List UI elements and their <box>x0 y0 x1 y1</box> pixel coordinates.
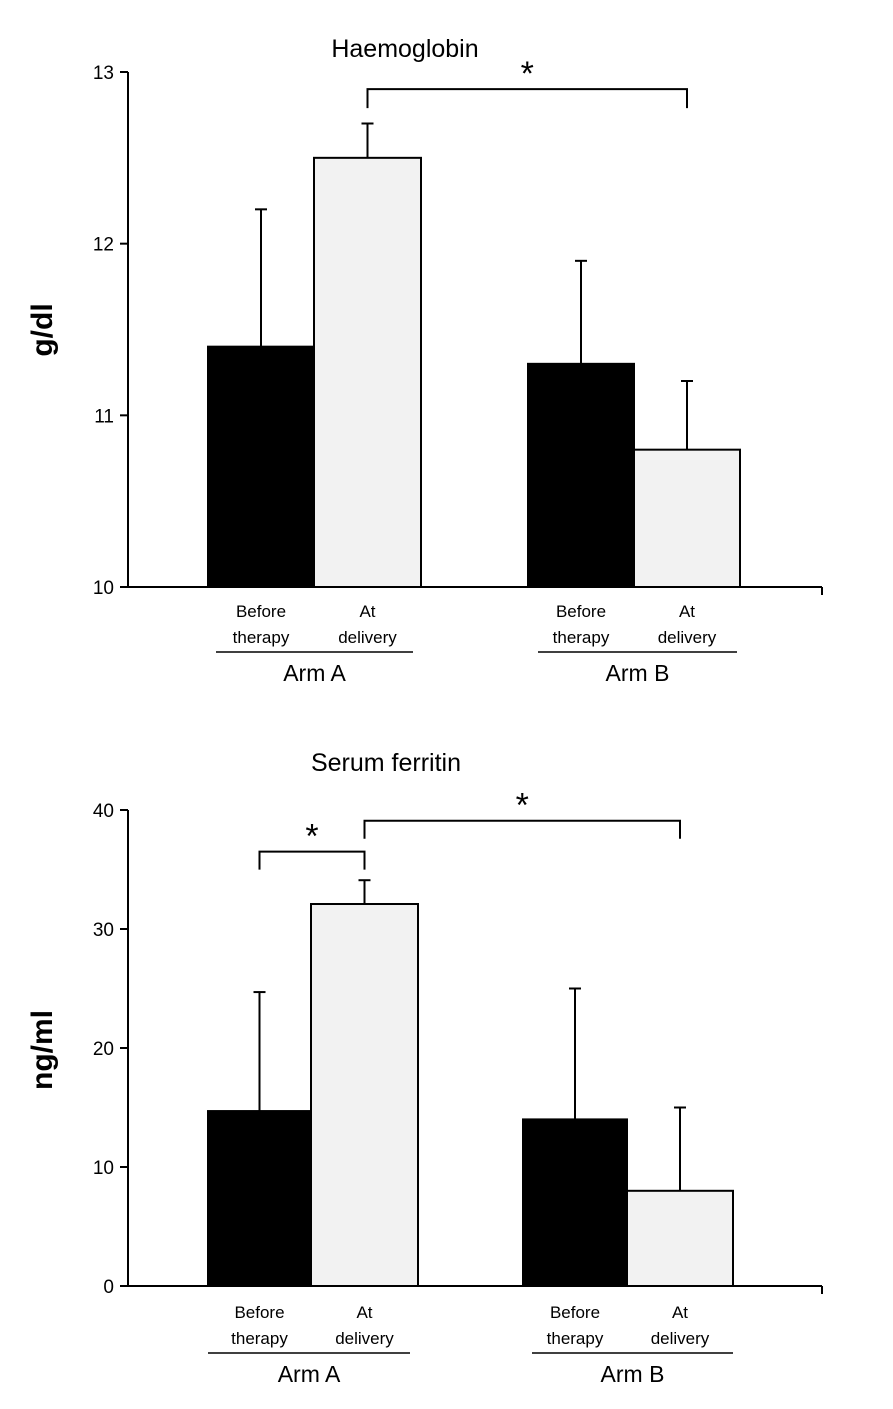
chart1-significance-star: * <box>521 55 534 93</box>
chart1-bar-arm-a-at-delivery <box>313 156 422 588</box>
chart1-category-label: Before <box>236 602 286 621</box>
chart2-y-tick-label: 10 <box>93 1158 114 1179</box>
chart-1: Haemoglobin g/dl 10 11 12 13 Before therapy At de… <box>26 35 823 686</box>
chart1-category-label: Before <box>556 602 606 621</box>
chart2-y-tick-label: 20 <box>93 1039 114 1060</box>
chart2-category-label: delivery <box>335 1329 394 1348</box>
chart2-significance-star: * <box>516 787 529 825</box>
chart1-category-label: At <box>359 602 375 621</box>
chart2-significance-star: * <box>305 818 318 856</box>
chart1-y-axis-label: g/dl <box>26 303 59 356</box>
chart1-y-tick-label: 13 <box>93 63 114 84</box>
chart2-y-tick-label: 0 <box>103 1277 114 1298</box>
chart2-y-tick-label: 40 <box>93 801 114 822</box>
chart2-bar-arm-a-before-therapy <box>207 1110 312 1287</box>
chart2-title: Serum ferritin <box>311 749 461 777</box>
chart1-group-label: Arm A <box>283 660 346 686</box>
chart2-category-label: At <box>356 1303 372 1322</box>
chart1-y-tick-label: 12 <box>93 235 114 256</box>
chart2-bar-arm-a-at-delivery <box>310 903 419 1287</box>
chart2-bar-arm-b-at-delivery <box>626 1189 734 1288</box>
chart1-bar-arm-b-at-delivery <box>633 448 741 588</box>
chart2-significance-bracket <box>258 850 366 870</box>
chart1-significance-bracket <box>366 88 688 109</box>
chart2-category-label: Before <box>550 1303 600 1322</box>
chart1-group-label: Arm B <box>606 660 670 686</box>
chart1-category-label: therapy <box>233 628 290 647</box>
chart2-category-label: therapy <box>547 1329 604 1348</box>
chart1-bar-arm-b-before-therapy <box>527 362 635 589</box>
chart2-y-axis-label: ng/ml <box>26 1010 59 1090</box>
chart2-significance-bracket <box>363 819 681 839</box>
chart1-title: Haemoglobin <box>331 35 478 63</box>
chart2-bar-arm-b-before-therapy <box>522 1118 628 1288</box>
chart2-category-label: delivery <box>651 1329 710 1348</box>
chart2-group-label: Arm A <box>278 1361 341 1387</box>
chart1-y-tick-label: 10 <box>93 578 114 599</box>
chart2-category-label: At <box>672 1303 688 1322</box>
chart1-category-label: therapy <box>553 628 610 647</box>
chart-2: Serum ferritin ng/ml 0 10 20 30 40 Before therap… <box>26 749 823 1387</box>
chart2-category-label: Before <box>234 1303 284 1322</box>
chart2-category-label: therapy <box>231 1329 288 1348</box>
chart1-category-label: delivery <box>338 628 397 647</box>
chart1-bar-arm-a-before-therapy <box>207 345 315 588</box>
chart1-y-tick-label: 11 <box>94 406 114 427</box>
chart1-category-label: At <box>679 602 695 621</box>
chart2-y-tick-label: 30 <box>93 920 114 941</box>
chart2-group-label: Arm B <box>601 1361 665 1387</box>
chart1-category-label: delivery <box>658 628 717 647</box>
